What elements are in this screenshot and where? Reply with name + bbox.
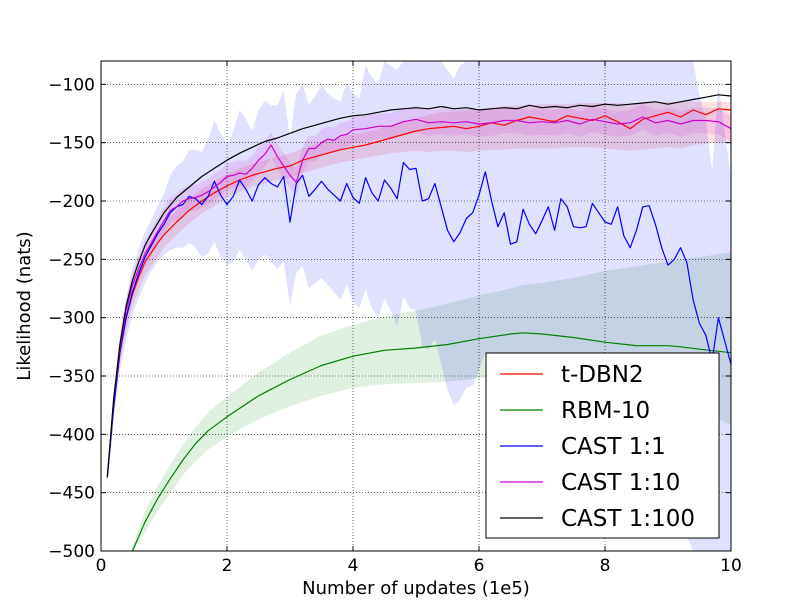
y-tick-label-3: −250 xyxy=(48,250,95,270)
y-tick-label-8: −500 xyxy=(48,542,95,562)
x-axis-label: Number of updates (1e5) xyxy=(302,578,530,599)
legend-label-cast-1-100: CAST 1:100 xyxy=(561,506,695,532)
y-tick-label-1: −150 xyxy=(48,134,95,154)
y-tick-label-5: −350 xyxy=(48,367,95,387)
x-tick-label-5: 10 xyxy=(720,556,742,576)
y-tick-label-0: −100 xyxy=(48,75,95,95)
x-tick-label-3: 6 xyxy=(474,556,485,576)
y-tick-label-4: −300 xyxy=(48,309,95,329)
legend-label-t-dbn2: t-DBN2 xyxy=(561,362,644,388)
series-lines xyxy=(106,94,732,552)
y-tick-label-7: −450 xyxy=(48,484,95,504)
series-line-cast-1-100 xyxy=(106,94,732,478)
legend-label-cast-1-10: CAST 1:10 xyxy=(561,470,680,496)
x-tick-label-1: 2 xyxy=(222,556,233,576)
legend: t-DBN2 RBM-10 CAST 1:1 CAST 1:10 CAST 1:… xyxy=(485,352,720,539)
y-tick-label-2: −200 xyxy=(48,192,95,212)
series-line-rbm-10 xyxy=(131,332,732,552)
y-axis-label: Likelihood (nats) xyxy=(14,231,35,380)
x-tick-label-2: 4 xyxy=(348,556,359,576)
y-tick-label-6: −400 xyxy=(48,425,95,445)
band-rbm-10 xyxy=(132,252,731,552)
plot-frame xyxy=(100,60,732,552)
legend-label-cast-1-1: CAST 1:1 xyxy=(561,434,666,460)
axis-ticks: 0 2 4 6 8 10 −100 −150 −200 −250 −300 −350 −400 −450 −… xyxy=(48,61,742,576)
band-t-dbn2 xyxy=(107,101,732,484)
x-tick-label-0: 0 xyxy=(96,556,107,576)
legend-label-rbm-10: RBM-10 xyxy=(561,398,650,424)
series-line-t-dbn2 xyxy=(106,108,732,478)
series-line-cast-1-10 xyxy=(106,116,732,478)
x-tick-label-4: 8 xyxy=(600,556,611,576)
